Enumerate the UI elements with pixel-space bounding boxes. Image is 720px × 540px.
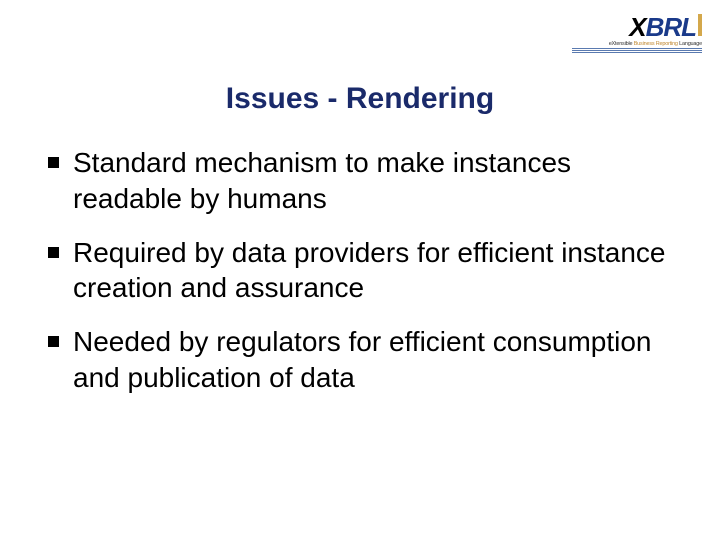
list-item: Required by data providers for efficient… bbox=[48, 235, 672, 307]
list-item: Needed by regulators for efficient consu… bbox=[48, 324, 672, 396]
bullet-text: Required by data providers for efficient… bbox=[73, 235, 672, 307]
xbrl-logo: XBRL eXtensible Business Reporting Langu… bbox=[572, 12, 702, 48]
bullet-text: Standard mechanism to make instances rea… bbox=[73, 145, 672, 217]
tagline-suffix: Language bbox=[678, 41, 702, 47]
logo-tagline: eXtensible Business Reporting Language bbox=[572, 41, 702, 47]
bullet-square-icon bbox=[48, 336, 59, 347]
slide-title: Issues - Rendering bbox=[0, 82, 720, 116]
list-item: Standard mechanism to make instances rea… bbox=[48, 145, 672, 217]
logo-brl-letters: BRL bbox=[646, 12, 696, 43]
logo-accent-bar bbox=[698, 14, 702, 36]
bullet-list: Standard mechanism to make instances rea… bbox=[48, 145, 672, 414]
tagline-highlight: Business Reporting bbox=[634, 41, 678, 47]
bullet-text: Needed by regulators for efficient consu… bbox=[73, 324, 672, 396]
bullet-square-icon bbox=[48, 157, 59, 168]
logo-x-letter: X bbox=[629, 12, 645, 43]
logo-underline bbox=[572, 48, 702, 54]
logo-wordmark: XBRL bbox=[572, 12, 702, 43]
tagline-prefix: eXtensible bbox=[609, 41, 634, 47]
bullet-square-icon bbox=[48, 247, 59, 258]
